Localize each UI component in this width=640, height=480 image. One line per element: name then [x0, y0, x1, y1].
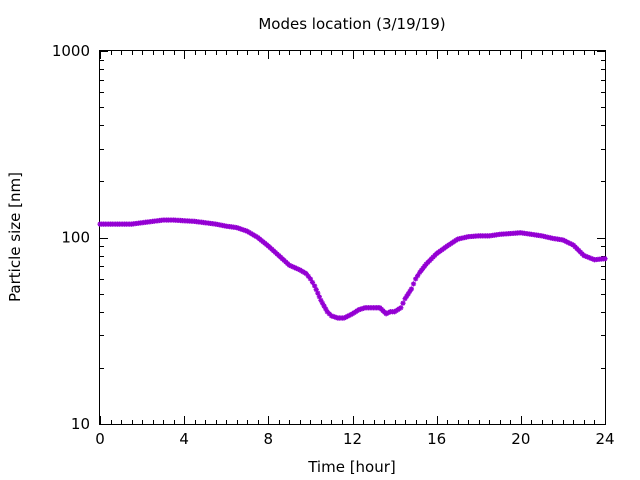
- data-point: [312, 283, 318, 289]
- data-point: [290, 264, 296, 270]
- data-point: [286, 262, 292, 268]
- data-point: [420, 265, 426, 271]
- data-point: [305, 273, 311, 279]
- x-tick-label: 24: [595, 430, 614, 448]
- data-point: [383, 311, 389, 317]
- data-point: [313, 286, 319, 293]
- x-tick-label: 20: [511, 430, 530, 448]
- x-tick-label: 16: [427, 430, 446, 448]
- data-point: [602, 256, 608, 262]
- data-point: [402, 296, 408, 302]
- data-point: [319, 300, 326, 306]
- data-point: [590, 256, 596, 262]
- data-point: [586, 255, 592, 261]
- data-point: [303, 271, 309, 277]
- data-point: [309, 279, 316, 285]
- data-point: [415, 273, 421, 279]
- data-point: [408, 286, 415, 292]
- data-point: [405, 291, 411, 297]
- y-tick-label: 10: [71, 415, 90, 433]
- data-point: [316, 294, 322, 300]
- y-axis-label: Particle size [nm]: [6, 172, 24, 302]
- data-point: [407, 288, 413, 294]
- data-point: [307, 276, 314, 282]
- x-tick-label: 8: [264, 430, 274, 448]
- data-point: [404, 293, 410, 299]
- data-points: [97, 217, 608, 321]
- y-tick-label: 100: [61, 229, 90, 247]
- data-point: [326, 311, 332, 317]
- data-point: [321, 303, 327, 309]
- data-point: [581, 252, 587, 259]
- data-point: [400, 300, 406, 306]
- chart-title: Modes location (3/19/19): [258, 15, 445, 33]
- axis-ticks: 0 4 8 12 16 20 24 10 100 1000: [52, 42, 615, 448]
- data-point: [417, 269, 423, 275]
- y-tick-label: 1000: [52, 42, 90, 60]
- data-point: [315, 290, 321, 296]
- x-tick-label: 12: [343, 430, 362, 448]
- data-point: [410, 281, 417, 287]
- x-tick-label: 0: [95, 430, 105, 448]
- x-axis-label: Time [hour]: [307, 458, 396, 476]
- data-point: [323, 306, 329, 312]
- data-point: [413, 276, 419, 282]
- plot-area: [99, 50, 606, 425]
- data-point: [583, 253, 589, 259]
- data-point: [398, 305, 404, 311]
- data-point: [295, 266, 301, 272]
- data-point: [421, 263, 428, 269]
- data-point: [385, 310, 391, 316]
- data-point: [324, 309, 330, 315]
- data-point: [292, 264, 298, 271]
- data-point: [318, 297, 324, 303]
- data-point: [288, 263, 294, 269]
- x-tick-label: 4: [179, 430, 189, 448]
- data-point: [418, 267, 425, 273]
- data-point: [584, 254, 591, 260]
- data-point: [588, 255, 594, 261]
- data-point: [293, 265, 299, 271]
